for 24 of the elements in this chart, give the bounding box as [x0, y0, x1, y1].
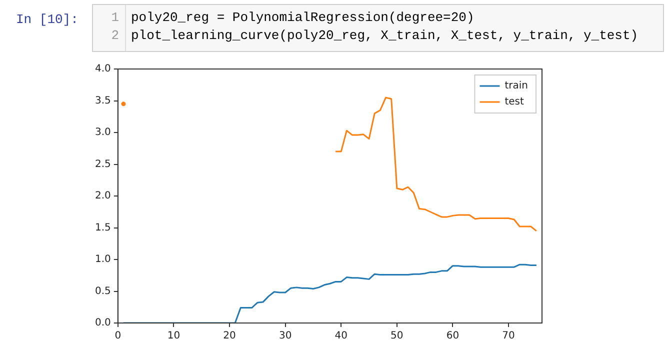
x-tick-label: 70: [502, 330, 515, 342]
text: 2: [110, 28, 119, 43]
y-tick-label: 1.5: [94, 222, 111, 234]
text: In [10]:: [16, 12, 78, 27]
x-tick-label: 40: [334, 330, 348, 342]
y-tick-label: 3.5: [94, 95, 111, 106]
y-tick-label: 4.0: [94, 64, 111, 75]
y-tick-label: 1.0: [94, 254, 111, 266]
y-tick-label: 2.0: [94, 190, 111, 202]
x-tick-label: 0: [114, 330, 122, 342]
y-tick-label: 2.5: [94, 158, 111, 170]
text: poly20_reg = PolynomialRegression(degree=20): [131, 10, 474, 25]
legend-label: test: [504, 96, 524, 108]
x-tick-label: 60: [446, 330, 460, 342]
legend-label: train: [504, 80, 528, 92]
x-tick-label: 10: [167, 330, 180, 342]
x-tick-label: 50: [390, 330, 404, 342]
y-tick-label: 0.5: [94, 286, 111, 297]
y-tick-label: 3.0: [94, 127, 111, 138]
x-tick-label: 30: [278, 330, 292, 342]
y-tick-label: 0.0: [94, 318, 111, 329]
text: 1: [110, 10, 119, 25]
text: plot_learning_curve(poly20_reg, X_train, X_test, y_train, y_test): [131, 28, 638, 43]
x-tick-label: 20: [223, 330, 236, 342]
